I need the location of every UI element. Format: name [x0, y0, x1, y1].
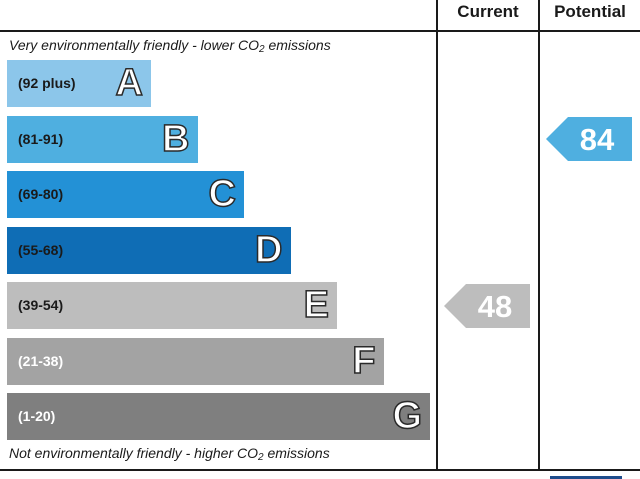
band-letter: D [254, 228, 283, 272]
column-divider-current [436, 0, 438, 471]
next-row-hint [550, 476, 622, 479]
bottom-caption: Not environmentally friendly - higher CO… [9, 445, 330, 463]
potential-arrow-shape [546, 117, 632, 161]
bottom-caption-o: O [247, 445, 258, 461]
band-range-label: (21-38) [18, 352, 64, 369]
band-letter: B [161, 117, 190, 161]
band-d: (55-68) D [7, 226, 291, 274]
band-c: (69-80) C [7, 171, 244, 218]
bottom-caption-text: Not environmentally friendly - higher C [9, 445, 248, 461]
top-caption-subscript: 2 [259, 44, 265, 55]
band-letter: A [115, 61, 144, 105]
column-header-current: Current [457, 2, 519, 21]
top-caption-tail: emissions [264, 37, 331, 53]
top-caption: Very environmentally friendly - lower CO… [9, 37, 331, 55]
band-a: (92 plus) A [7, 60, 151, 107]
top-caption-o: O [248, 37, 260, 53]
band-range-label: (69-80) [18, 186, 64, 202]
bottom-caption-tail: emissions [263, 445, 330, 461]
band-letter: F [352, 339, 377, 383]
band-letter: E [303, 283, 330, 327]
band-range-label: (39-54) [18, 297, 64, 313]
band-letter: G [392, 394, 423, 438]
potential-rating-arrow: 84 [546, 117, 632, 161]
potential-rating-value: 84 [580, 122, 615, 157]
band-range-label: (1-20) [18, 408, 56, 424]
table-top-border [0, 30, 640, 32]
band-f: (21-38) F [7, 337, 384, 385]
column-header-potential: Potential [554, 2, 626, 21]
band-b: (81-91) B [7, 115, 198, 163]
column-divider-potential [538, 0, 540, 471]
current-rating-value: 48 [478, 289, 512, 324]
band-g: (1-20) G [7, 393, 430, 440]
band-range-label: (81-91) [18, 130, 64, 147]
current-rating-arrow: 48 [444, 283, 530, 328]
current-arrow-shape [444, 283, 530, 328]
bottom-caption-subscript: 2 [258, 452, 264, 463]
table-bottom-border [0, 469, 640, 471]
band-e: (39-54) E [7, 282, 337, 329]
band-range-label: (92 plus) [18, 75, 76, 91]
band-range-label: (55-68) [18, 241, 64, 258]
band-letter: C [208, 172, 237, 216]
top-caption-text: Very environmentally friendly - lower C [9, 37, 249, 53]
